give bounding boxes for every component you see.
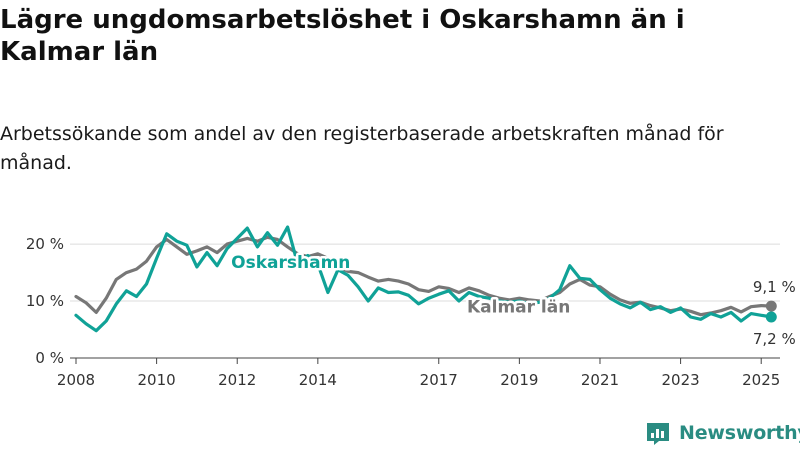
y-tick-label: 20 % xyxy=(26,235,64,253)
chart-title: Lägre ungdomsarbetslöshet i Oskarshamn ä… xyxy=(0,5,685,67)
series-line-kalmar-l-n xyxy=(74,235,773,317)
chart-subtitle: Arbetssökande som andel av den registerb… xyxy=(0,123,724,174)
end-value-label: 7,2 % xyxy=(753,330,796,348)
x-tick-label: 2008 xyxy=(57,371,95,389)
series-labels: Kalmar län Oskarshamn 9,1 % 7,2 % xyxy=(229,251,796,348)
x-tick-label: 2019 xyxy=(500,371,538,389)
end-value-label: 9,1 % xyxy=(753,278,796,296)
y-tick-label: 10 % xyxy=(26,292,64,310)
x-axis-ticks: 2008 2010 2012 2014 2017 2019 2021 2023 2025 xyxy=(57,358,780,389)
series-line-oskarshamn xyxy=(74,225,773,333)
brand-logo: Newsworthy xyxy=(645,420,800,446)
x-tick-label: 2014 xyxy=(299,371,337,389)
x-tick-label: 2012 xyxy=(218,371,256,389)
x-tick-label: 2025 xyxy=(742,371,780,389)
newsworthy-logo-icon xyxy=(647,423,669,445)
x-tick-label: 2010 xyxy=(138,371,176,389)
y-axis-ticks: 0 % 10 % 20 % xyxy=(26,235,64,367)
series-label: Oskarshamn xyxy=(231,253,350,273)
x-tick-label: 2017 xyxy=(420,371,458,389)
series-label: Kalmar län xyxy=(467,297,570,317)
line-chart: 0 % 10 % 20 % 2008 2010 2012 2014 2017 2019 2021… xyxy=(26,225,796,389)
series-end-marker xyxy=(765,311,777,323)
series xyxy=(74,225,777,333)
y-tick-label: 0 % xyxy=(35,349,64,367)
brand-name: Newsworthy xyxy=(679,422,800,444)
x-tick-label: 2023 xyxy=(661,371,699,389)
x-tick-label: 2021 xyxy=(581,371,619,389)
series-end-marker xyxy=(765,300,777,312)
